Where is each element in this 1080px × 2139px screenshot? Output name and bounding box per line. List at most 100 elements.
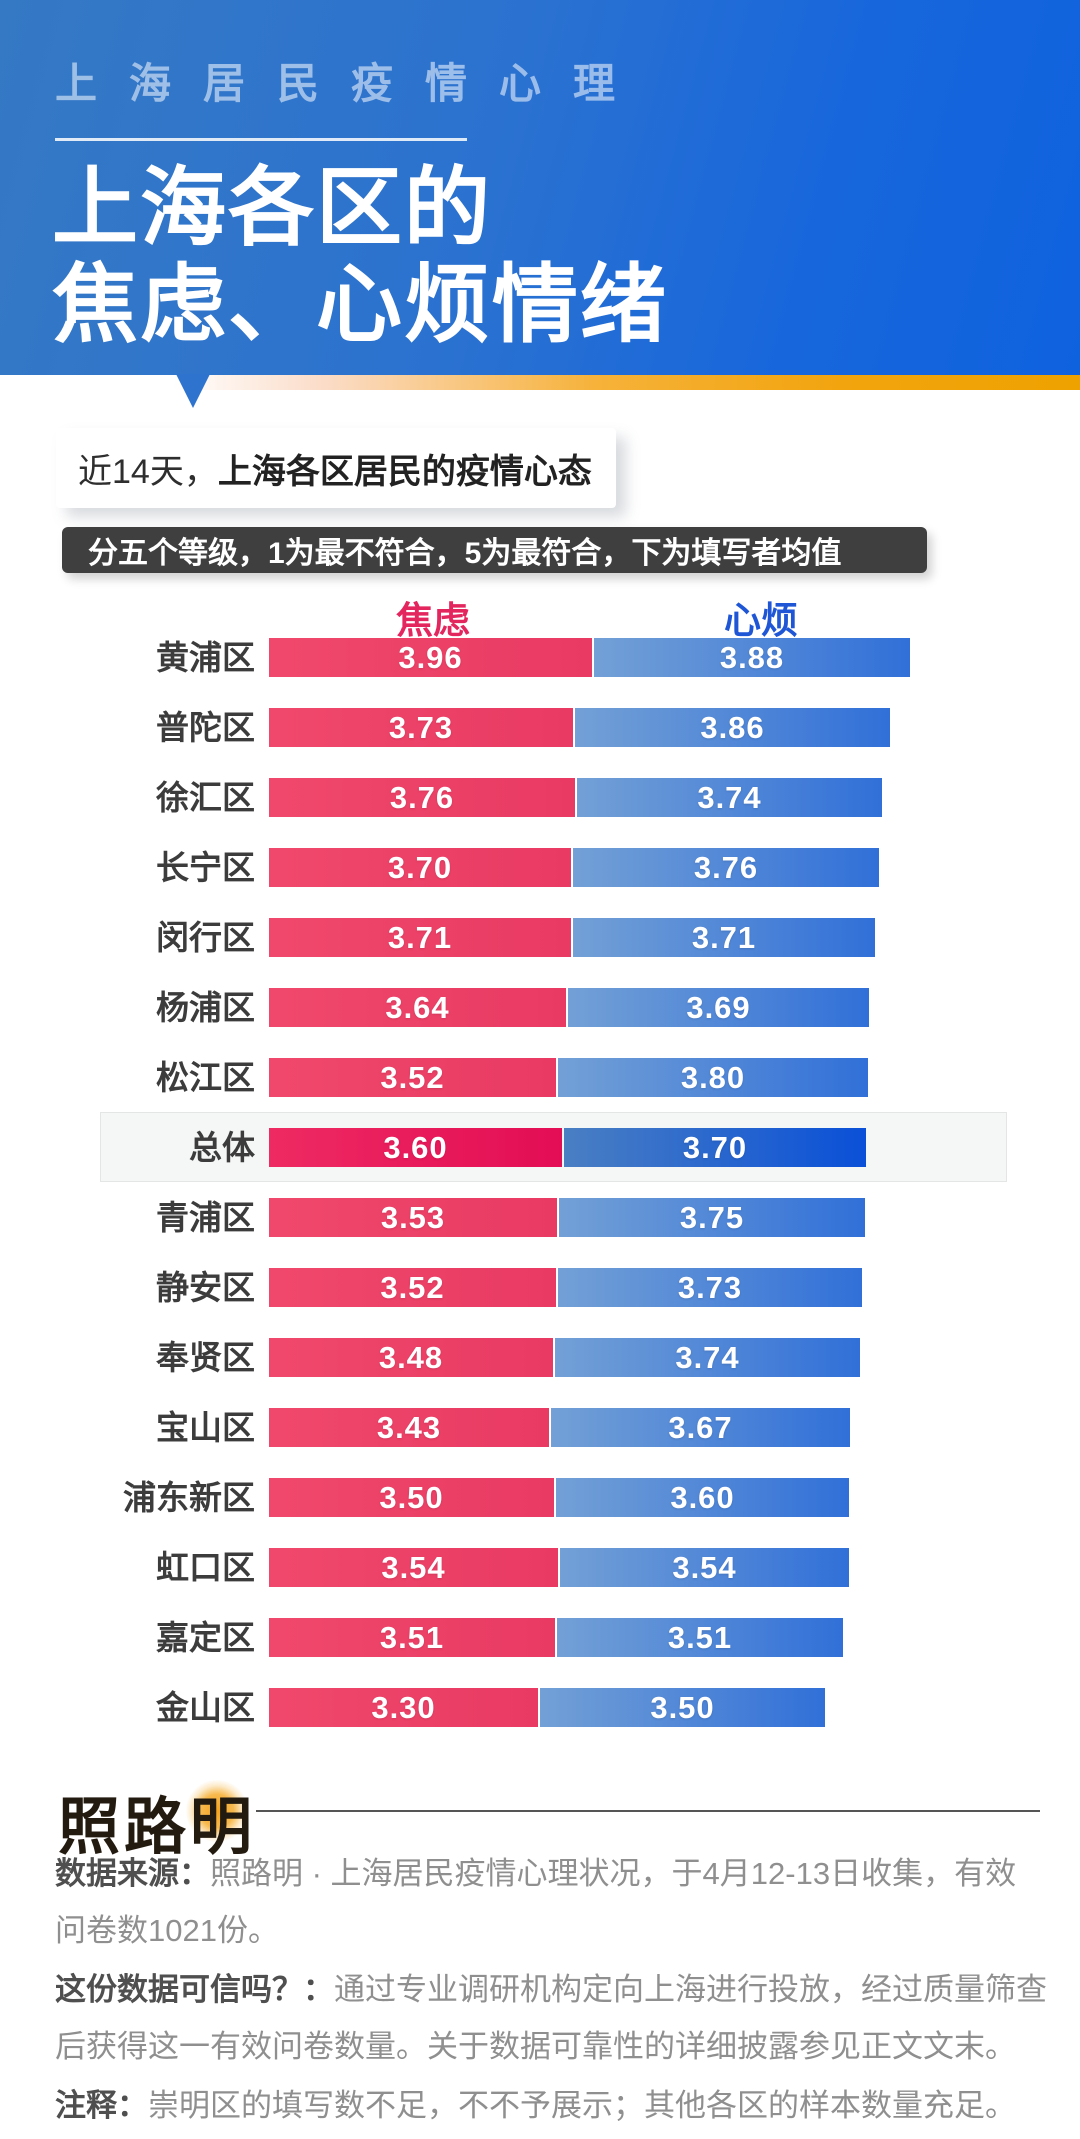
footnote: 这份数据可信吗？：通过专业调研机构定向上海进行投放，经过质量筛查后获得这一有效问… (55, 1961, 1047, 2075)
bar-焦虑: 3.52 (269, 1268, 556, 1307)
chart-row: 松江区 3.52 3.80 (0, 1058, 1080, 1128)
bar-value: 3.43 (376, 1409, 442, 1445)
bar-心烦: 3.71 (573, 918, 875, 957)
district-label: 总体 (189, 1129, 255, 1166)
bar-焦虑: 3.73 (269, 708, 573, 747)
bar-value: 3.80 (680, 1059, 746, 1095)
bar-value: 3.76 (693, 849, 759, 885)
bar-value: 3.75 (679, 1199, 745, 1235)
bar-value: 3.96 (398, 639, 463, 675)
footer-divider (256, 1810, 1040, 1812)
bar-value: 3.54 (672, 1549, 737, 1585)
bar-value: 3.52 (380, 1059, 445, 1095)
bar-value: 3.70 (682, 1129, 748, 1165)
bar-value: 3.70 (387, 849, 453, 885)
bar-chart: 黄浦区 3.96 3.88 普陀区 3.73 3.86 徐汇区 3.76 3.74 长宁区 3.70… (0, 638, 1080, 1758)
chart-row: 徐汇区 3.76 3.74 (0, 778, 1080, 848)
chart-row: 青浦区 3.53 3.75 (0, 1198, 1080, 1268)
bar-value: 3.71 (387, 919, 453, 955)
district-label: 嘉定区 (156, 1619, 255, 1656)
series-header-anxiety: 焦虑 (396, 600, 470, 641)
bar-焦虑: 3.53 (269, 1198, 557, 1237)
footnote-label: 这份数据可信吗？： (55, 1972, 334, 2007)
bar-value: 3.51 (379, 1619, 445, 1655)
bar-心烦: 3.75 (559, 1198, 865, 1237)
bar-value: 3.30 (371, 1689, 436, 1725)
header-banner: 上海居民疫情心理 上海各区的 焦虑、心烦情绪 (0, 0, 1080, 375)
bar-焦虑: 3.30 (269, 1688, 538, 1727)
bar-value: 3.74 (675, 1339, 740, 1375)
page-title-line2: 焦虑、心烦情绪 (52, 257, 668, 353)
district-label: 徐汇区 (156, 779, 255, 816)
bar-value: 3.74 (697, 779, 762, 815)
series-header-upset: 心烦 (724, 600, 798, 641)
bar-心烦: 3.76 (573, 848, 879, 887)
bar-心烦: 3.73 (558, 1268, 862, 1307)
bar-焦虑: 3.50 (269, 1478, 554, 1517)
district-label: 杨浦区 (156, 989, 255, 1026)
kicker-underline (55, 138, 467, 141)
bar-心烦: 3.70 (564, 1128, 866, 1167)
bar-value: 3.54 (381, 1549, 446, 1585)
bar-焦虑: 3.48 (269, 1338, 553, 1377)
district-label: 浦东新区 (123, 1479, 255, 1516)
bar-心烦: 3.88 (594, 638, 910, 677)
page-title: 上海各区的 焦虑、心烦情绪 (52, 160, 668, 354)
district-label: 普陀区 (156, 709, 255, 746)
chart-row: 普陀区 3.73 3.86 (0, 708, 1080, 778)
bar-value: 3.48 (378, 1339, 444, 1375)
district-label: 奉贤区 (156, 1339, 255, 1376)
chart-row: 长宁区 3.70 3.76 (0, 848, 1080, 918)
bar-value: 3.51 (667, 1619, 733, 1655)
chart-row: 嘉定区 3.51 3.51 (0, 1618, 1080, 1688)
footnote-text: 照路明 · 上海居民疫情心理状况，于4月12-13日收集，有效问卷数1021份。 (55, 1856, 1017, 1948)
bar-心烦: 3.80 (558, 1058, 868, 1097)
speech-pointer-triangle (176, 374, 210, 408)
chart-row: 静安区 3.52 3.73 (0, 1268, 1080, 1338)
chart-row: 奉贤区 3.48 3.74 (0, 1338, 1080, 1408)
bar-value: 3.69 (686, 989, 751, 1025)
district-label: 虹口区 (156, 1549, 255, 1586)
district-label: 闵行区 (156, 919, 255, 956)
bar-心烦: 3.86 (575, 708, 890, 747)
footnote: 数据来源：照路明 · 上海居民疫情心理状况，于4月12-13日收集，有效问卷数1… (55, 1845, 1047, 1959)
bar-焦虑: 3.54 (269, 1548, 558, 1587)
bar-心烦: 3.54 (560, 1548, 849, 1587)
bar-心烦: 3.74 (555, 1338, 860, 1377)
orange-accent-strip (0, 375, 1080, 390)
district-label: 静安区 (156, 1269, 255, 1306)
bar-value: 3.73 (388, 709, 454, 745)
bar-value: 3.60 (670, 1479, 735, 1515)
chart-row: 杨浦区 3.64 3.69 (0, 988, 1080, 1058)
bar-焦虑: 3.52 (269, 1058, 556, 1097)
bar-心烦: 3.67 (551, 1408, 850, 1447)
bar-焦虑: 3.43 (269, 1408, 549, 1447)
footnote-label: 数据来源： (55, 1856, 210, 1891)
scale-note-bar: 分五个等级，1为最不符合，5为最符合，下为填写者均值 (62, 527, 927, 573)
district-label: 黄浦区 (156, 639, 255, 676)
bar-value: 3.50 (650, 1689, 715, 1725)
bar-value: 3.76 (389, 779, 455, 815)
footnote-text: 通过专业调研机构定向上海进行投放，经过质量筛查后获得这一有效问卷数量。关于数据可… (55, 1972, 1047, 2064)
bar-value: 3.53 (380, 1199, 446, 1235)
chart-row: 闵行区 3.71 3.71 (0, 918, 1080, 988)
logo-sun-icon (186, 1780, 248, 1842)
logo-wordmark: 照路明 (58, 1790, 257, 1863)
bar-value: 3.50 (379, 1479, 444, 1515)
page-title-line1: 上海各区的 (52, 160, 492, 256)
chart-row: 宝山区 3.43 3.67 (0, 1408, 1080, 1478)
bar-value: 3.52 (380, 1269, 445, 1305)
footnote-text: 崇明区的填写数不足，不不予展示；其他各区的样本数量充足。 (148, 2088, 1016, 2123)
chart-row: 黄浦区 3.96 3.88 (0, 638, 1080, 708)
bar-心烦: 3.50 (540, 1688, 825, 1727)
bar-焦虑: 3.64 (269, 988, 566, 1027)
bubble-prefix: 近14天， (78, 452, 218, 491)
subtitle-bubble: 近14天， 上海各区居民的疫情心态 (56, 428, 616, 508)
bar-value: 3.73 (677, 1269, 743, 1305)
bar-焦虑: 3.70 (269, 848, 571, 887)
footnotes: 数据来源：照路明 · 上海居民疫情心理状况，于4月12-13日收集，有效问卷数1… (55, 1845, 1047, 2136)
footnote-label: 注释： (55, 2088, 148, 2123)
chart-row: 浦东新区 3.50 3.60 (0, 1478, 1080, 1548)
footnote: 注释：崇明区的填写数不足，不不予展示；其他各区的样本数量充足。 (55, 2077, 1047, 2134)
